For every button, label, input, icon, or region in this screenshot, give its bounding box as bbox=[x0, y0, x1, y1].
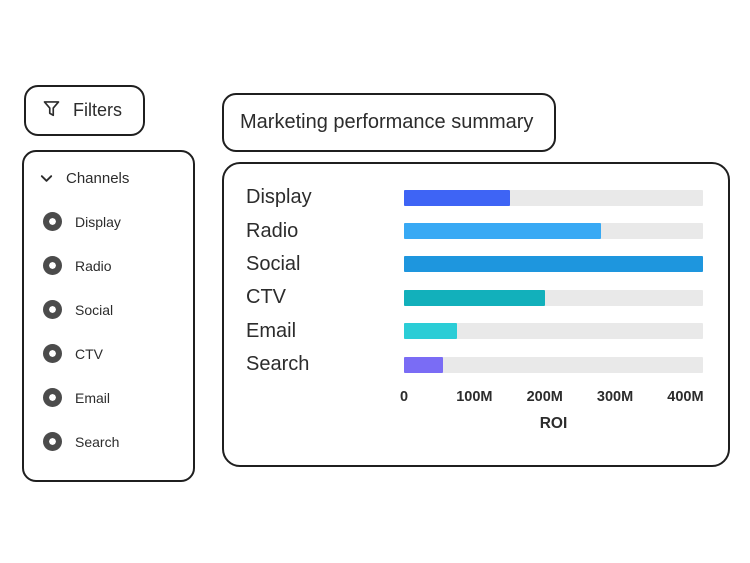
x-tick-400M: 400M bbox=[667, 389, 704, 406]
channel-list: Display Radio Social CTV Email Search bbox=[24, 212, 193, 451]
bar-search[interactable] bbox=[404, 356, 443, 373]
chart-category-label: Email bbox=[246, 319, 297, 342]
bar-track bbox=[404, 223, 703, 240]
chart-row: Display bbox=[246, 181, 703, 214]
bar-social[interactable] bbox=[404, 256, 703, 273]
channels-title: Channels bbox=[66, 170, 130, 187]
channel-item-email[interactable]: Email bbox=[43, 388, 193, 407]
channel-item-radio[interactable]: Radio bbox=[43, 256, 193, 275]
x-axis-ticks: 0 100M 200M 300M 400M bbox=[400, 389, 704, 408]
channel-item-social[interactable]: Social bbox=[43, 300, 193, 319]
filters-label: Filters bbox=[73, 100, 122, 120]
chart-title-card: Marketing performance summary bbox=[222, 93, 556, 152]
radio-selected-icon bbox=[43, 212, 62, 231]
chart-category-label: Social bbox=[246, 252, 301, 275]
channel-label: Social bbox=[75, 301, 114, 318]
bar-ctv[interactable] bbox=[404, 289, 545, 306]
chart-row: Email bbox=[246, 315, 703, 348]
chart-category-label: Display bbox=[246, 186, 312, 209]
bar-track bbox=[404, 189, 703, 206]
filters-button[interactable]: Filters bbox=[24, 85, 145, 136]
channels-header[interactable]: Channels bbox=[39, 170, 193, 187]
bar-track bbox=[404, 289, 703, 306]
chart-card: Display Radio Social CTV Email Search 0 100M 20… bbox=[222, 162, 730, 467]
filter-funnel-icon bbox=[41, 98, 62, 124]
chart-row: Social bbox=[246, 248, 703, 281]
chart-row: Radio bbox=[246, 214, 703, 247]
channel-item-search[interactable]: Search bbox=[43, 432, 193, 451]
chart-category-label: Radio bbox=[246, 219, 299, 242]
chart-title: Marketing performance summary bbox=[240, 111, 534, 133]
channel-label: Email bbox=[75, 389, 111, 406]
x-tick-300M: 300M bbox=[596, 389, 634, 406]
radio-selected-icon bbox=[43, 300, 62, 319]
x-tick-0: 0 bbox=[399, 389, 409, 406]
radio-selected-icon bbox=[43, 256, 62, 275]
axis-spacer bbox=[246, 381, 404, 408]
chart-category-label: Search bbox=[246, 353, 310, 376]
bar-email[interactable] bbox=[404, 323, 457, 340]
chart-row: Search bbox=[246, 348, 703, 381]
channel-item-ctv[interactable]: CTV bbox=[43, 344, 193, 363]
channel-item-display[interactable]: Display bbox=[43, 212, 193, 231]
chart-row: CTV bbox=[246, 281, 703, 314]
channel-label: Search bbox=[75, 433, 120, 450]
bar-display[interactable] bbox=[404, 189, 510, 206]
x-axis-label-row: ROI bbox=[246, 408, 703, 433]
bar-radio[interactable] bbox=[404, 223, 601, 240]
channel-label: CTV bbox=[75, 345, 103, 362]
bar-track bbox=[404, 356, 703, 373]
radio-selected-icon bbox=[43, 388, 62, 407]
x-tick-200M: 200M bbox=[526, 389, 563, 406]
channel-label: Display bbox=[75, 213, 121, 230]
x-axis-label: ROI bbox=[539, 415, 568, 433]
channel-label: Radio bbox=[75, 257, 112, 274]
bar-track bbox=[404, 323, 703, 340]
chart-category-label: CTV bbox=[246, 286, 286, 309]
x-axis: 0 100M 200M 300M 400M bbox=[246, 381, 704, 408]
chevron-down-icon bbox=[39, 171, 54, 186]
bar-track bbox=[404, 256, 703, 273]
radio-selected-icon bbox=[43, 344, 62, 363]
x-tick-100M: 100M bbox=[456, 389, 493, 406]
radio-selected-icon bbox=[43, 432, 62, 451]
bar-chart: Display Radio Social CTV Email Search bbox=[246, 181, 703, 381]
channels-panel: Channels Display Radio Social CTV Email Searc… bbox=[22, 150, 195, 482]
